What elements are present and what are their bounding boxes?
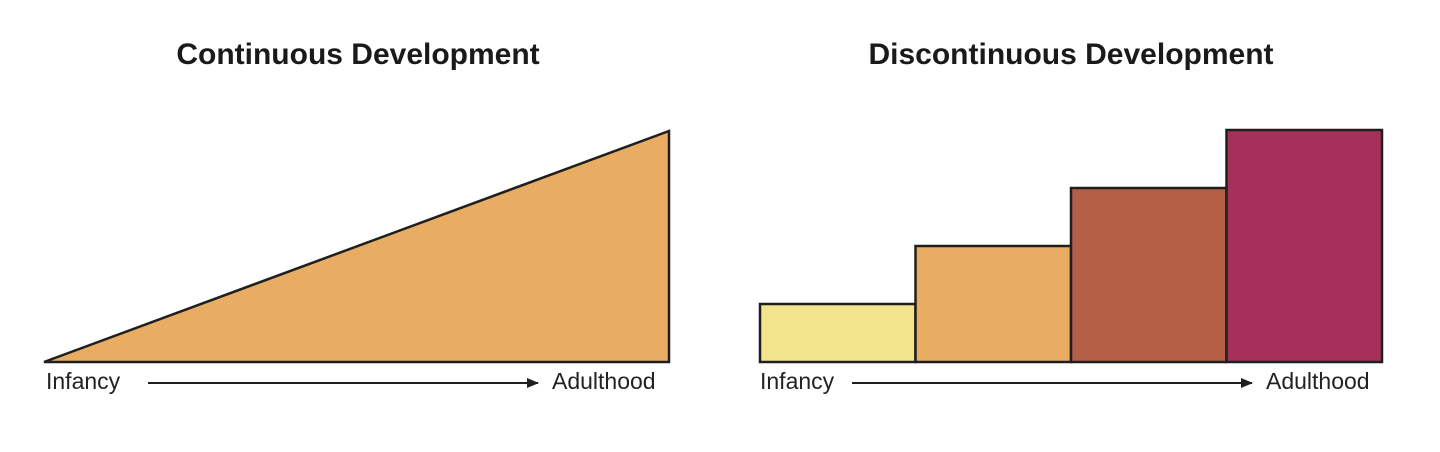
step-3 (1069, 186, 1228, 364)
discontinuous-steps (758, 128, 1384, 364)
discontinuous-start-label: Infancy (760, 368, 835, 394)
continuous-end-label: Adulthood (552, 368, 656, 394)
continuous-ramp (43, 129, 671, 364)
continuous-start-label: Infancy (46, 368, 121, 394)
discontinuous-title: Discontinuous Development (868, 38, 1274, 71)
step-1 (758, 302, 917, 364)
step-4 (1225, 128, 1384, 364)
discontinuous-end-label: Adulthood (1266, 368, 1370, 394)
continuous-title: Continuous Development (176, 38, 540, 71)
step-2 (914, 244, 1073, 364)
